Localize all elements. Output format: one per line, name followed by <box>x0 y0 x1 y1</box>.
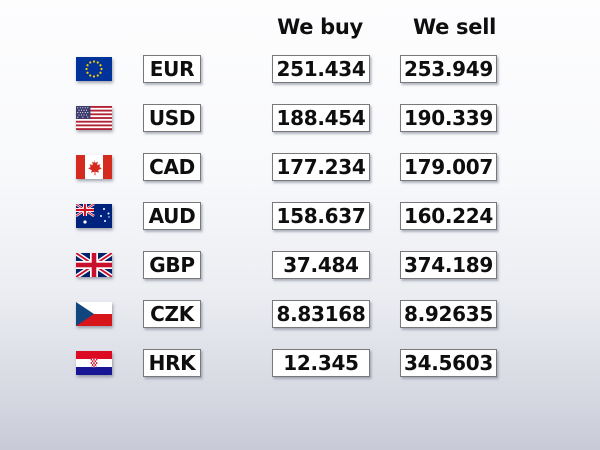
we-buy-column-header: We buy <box>277 15 363 39</box>
eu-flag-icon <box>76 57 112 81</box>
currency-code-label: HRK <box>143 349 201 377</box>
croatia-flag-icon <box>76 351 112 375</box>
sell-rate-value: 179.007 <box>400 153 497 181</box>
table-row: AUD 158.637 160.224 <box>0 202 600 230</box>
table-row: USD 188.454 190.339 <box>0 104 600 132</box>
sell-rate-value: 374.189 <box>400 251 497 279</box>
currency-code-label: CAD <box>143 153 201 181</box>
sell-rate-value: 253.949 <box>400 55 497 83</box>
australia-flag-icon <box>76 204 112 228</box>
sell-rate-value: 160.224 <box>400 202 497 230</box>
sell-rate-value: 34.5603 <box>400 349 497 377</box>
table-row: EUR 251.434 253.949 <box>0 55 600 83</box>
we-sell-column-header: We sell <box>412 15 496 39</box>
table-row: GBP 37.484 374.189 <box>0 251 600 279</box>
currency-code-label: AUD <box>143 202 201 230</box>
buy-rate-value: 37.484 <box>272 251 370 279</box>
buy-rate-value: 251.434 <box>272 55 370 83</box>
currency-code-label: GBP <box>143 251 201 279</box>
buy-rate-value: 8.83168 <box>272 300 370 328</box>
buy-rate-value: 158.637 <box>272 202 370 230</box>
czech-flag-icon <box>76 302 112 326</box>
canada-flag-icon <box>76 155 112 179</box>
currency-code-label: USD <box>143 104 201 132</box>
buy-rate-value: 188.454 <box>272 104 370 132</box>
table-row: HRK 12.345 34.5603 <box>0 349 600 377</box>
currency-code-label: EUR <box>143 55 201 83</box>
table-row: CAD 177.234 179.007 <box>0 153 600 181</box>
currency-code-label: CZK <box>143 300 201 328</box>
buy-rate-value: 12.345 <box>272 349 370 377</box>
usa-flag-icon <box>76 106 112 130</box>
sell-rate-value: 190.339 <box>400 104 497 132</box>
buy-rate-value: 177.234 <box>272 153 370 181</box>
uk-flag-icon <box>76 253 112 277</box>
sell-rate-value: 8.92635 <box>400 300 497 328</box>
table-row: CZK 8.83168 8.92635 <box>0 300 600 328</box>
